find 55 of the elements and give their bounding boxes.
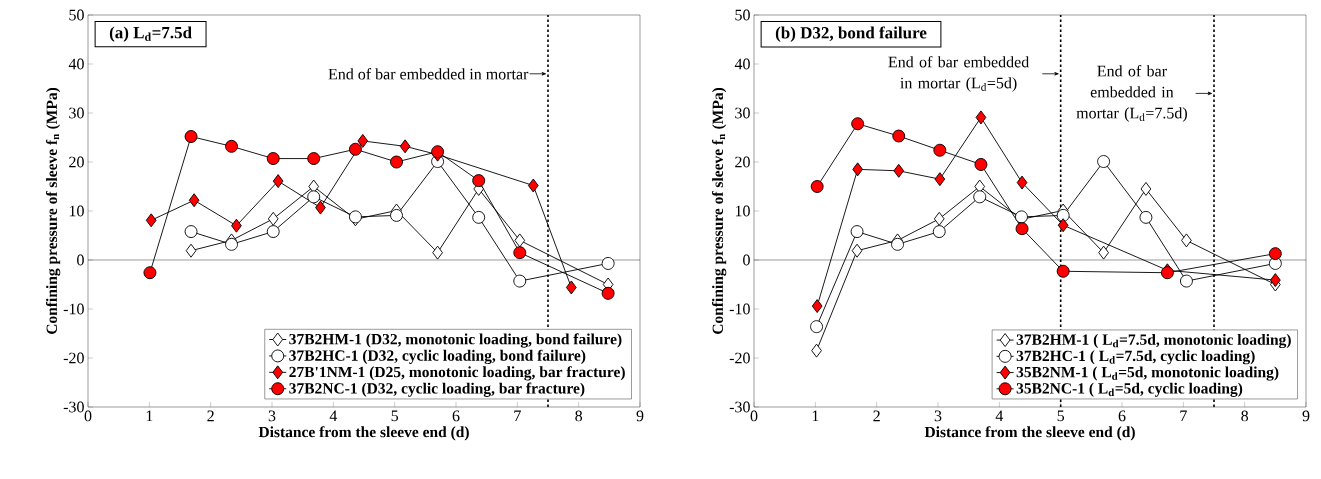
- legend-label: 37B2HC-1 ( L$_{d}$=7.5d, cyclic loading): [1016, 350, 1255, 365]
- x-tick-label: 6: [452, 410, 460, 422]
- x-tick-label: 5: [1057, 410, 1065, 422]
- legend-label: 37B2NC-1 (D32, cyclic loading, bar fracture): [289, 382, 585, 397]
- x-tick-label: 0: [750, 410, 758, 422]
- y-axis-title: Confining pressure of sleeve f$_{n}$ (MPa): [711, 87, 727, 334]
- x-tick-label: 9: [1302, 410, 1310, 422]
- y-tick-label: 20: [69, 156, 84, 168]
- x-tick-label: 7: [514, 410, 521, 422]
- y-tick-label: 0: [743, 254, 750, 266]
- y-tick-label: -10: [63, 303, 84, 315]
- y-tick-label: 50: [69, 9, 84, 21]
- x-tick-label: 4: [995, 410, 1004, 422]
- x-tick-label: 1: [146, 410, 153, 422]
- text: (b) D32, bond failure: [775, 26, 927, 42]
- ref-line-label: End of bar embedded in mortar (L$_{d}$=5d): [888, 55, 1030, 92]
- legend-label: 37B2HM-1 (D32, monotonic loading, bond failure): [289, 333, 622, 348]
- x-tick-label: 7: [1180, 410, 1187, 422]
- legend-label: 35B2NM-1 ( L$_{d}$=5d, monotonic loading): [1016, 366, 1279, 381]
- y-axis-title: Confining pressure of sleeve f$_{n}$ (MPa): [45, 87, 61, 334]
- y-tick-label: 40: [68, 58, 84, 70]
- x-axis-title: Distance from the sleeve end (d): [924, 426, 1135, 441]
- y-tick-label: 30: [735, 107, 750, 119]
- x-tick-label: 9: [636, 410, 644, 422]
- ref-line-label: End of bar embedded in mortar (L$_{d}$=7.5d): [1076, 65, 1187, 122]
- x-tick-label: 2: [207, 410, 214, 422]
- x-tick-label: 0: [84, 410, 92, 422]
- x-tick-label: 2: [873, 410, 880, 422]
- y-tick-label: 50: [735, 9, 750, 21]
- y-tick-label: 40: [734, 58, 750, 70]
- y-tick-label: 10: [735, 205, 750, 217]
- legend-label: 27B'1NM-1 (D25, monotonic loading, bar fracture): [289, 366, 625, 381]
- ref-line-label: End of bar embedded in mortar: [328, 68, 529, 80]
- chart-title: (a) L$_{d}$=7.5d: [109, 26, 192, 42]
- x-tick-label: 1: [812, 410, 819, 422]
- y-tick-label: 0: [77, 254, 84, 266]
- y-tick-label: -20: [63, 352, 84, 364]
- x-tick-label: 3: [934, 410, 942, 422]
- x-tick-label: 4: [329, 410, 338, 422]
- y-tick-label: 30: [69, 107, 84, 119]
- y-tick-label: -30: [729, 401, 750, 413]
- x-axis-title: Distance from the sleeve end (d): [258, 426, 469, 441]
- x-tick-label: 6: [1118, 410, 1126, 422]
- y-tick-label: 10: [69, 205, 84, 217]
- x-tick-label: 5: [391, 410, 399, 422]
- y-tick-label: -20: [729, 352, 750, 364]
- y-tick-label: 20: [735, 156, 750, 168]
- x-tick-label: 8: [575, 410, 583, 422]
- x-tick-label: 3: [268, 410, 276, 422]
- y-tick-label: -30: [63, 401, 84, 413]
- legend-label: 35B2NC-1 ( L$_{d}$=5d, cyclic loading): [1016, 382, 1243, 397]
- legend-label: 37B2HM-1 ( L$_{d}$=7.5d, monotonic loading): [1016, 333, 1291, 349]
- y-tick-label: -10: [729, 303, 750, 315]
- x-tick-label: 8: [1241, 410, 1249, 422]
- legend-label: 37B2HC-1 (D32, cyclic loading, bond failure): [289, 349, 586, 365]
